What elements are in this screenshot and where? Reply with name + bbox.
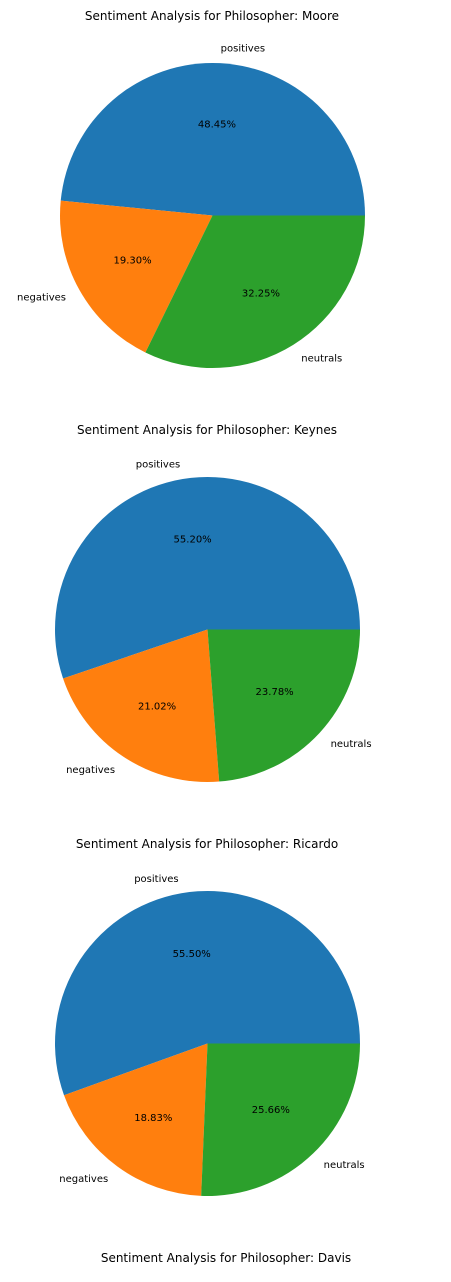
- pct-label-negatives: 21.02%: [138, 701, 176, 712]
- pct-label-positives: 55.50%: [173, 949, 211, 960]
- pct-label-positives: 55.20%: [174, 535, 212, 546]
- pct-label-neutrals: 32.25%: [242, 289, 280, 300]
- slice-label-neutrals: neutrals: [324, 1160, 365, 1171]
- pie-slice-neutrals: [201, 1043, 360, 1196]
- pie-slice-negatives: [60, 200, 213, 353]
- pie-chart-davis: Sentiment Analysis for Philosopher: Davi…: [101, 1251, 351, 1265]
- slice-label-positives: positives: [221, 43, 265, 54]
- pct-label-negatives: 18.83%: [134, 1113, 172, 1124]
- pct-label-neutrals: 23.78%: [256, 687, 294, 698]
- pie-slice-negatives: [64, 1043, 208, 1196]
- chart-title-keynes: Sentiment Analysis for Philosopher: Keyn…: [77, 423, 337, 437]
- pct-label-negatives: 19.30%: [114, 256, 152, 267]
- pie-slice-positives: [55, 477, 360, 679]
- pie-slice-positives: [55, 891, 361, 1096]
- chart-title-ricardo: Sentiment Analysis for Philosopher: Rica…: [76, 837, 338, 851]
- slice-label-neutrals: neutrals: [331, 739, 372, 750]
- slice-label-negatives: negatives: [66, 765, 115, 776]
- pct-label-neutrals: 25.66%: [252, 1105, 290, 1116]
- chart-title-moore: Sentiment Analysis for Philosopher: Moor…: [85, 9, 339, 23]
- slice-label-positives: positives: [134, 874, 178, 885]
- pie-slice-neutrals: [145, 215, 365, 368]
- pie-slice-positives: [60, 62, 366, 216]
- slice-label-positives: positives: [136, 459, 180, 470]
- slice-label-neutrals: neutrals: [301, 353, 342, 364]
- pie-chart-moore: 48.45% positives 19.30% negatives 32.25% neut…: [17, 9, 366, 368]
- pct-label-positives: 48.45%: [198, 120, 236, 131]
- slice-label-negatives: negatives: [17, 293, 66, 304]
- pie-slice-neutrals: [207, 629, 360, 782]
- pie-chart-keynes: 55.20% positives 21.02% negatives 23.78% neut…: [55, 423, 372, 783]
- pie-chart-ricardo: 55.50% positives 18.83% negatives 25.66% neut…: [55, 837, 365, 1196]
- chart-title-davis: Sentiment Analysis for Philosopher: Davi…: [101, 1251, 351, 1265]
- slice-label-negatives: negatives: [59, 1174, 108, 1185]
- pie-slice-negatives: [63, 629, 220, 783]
